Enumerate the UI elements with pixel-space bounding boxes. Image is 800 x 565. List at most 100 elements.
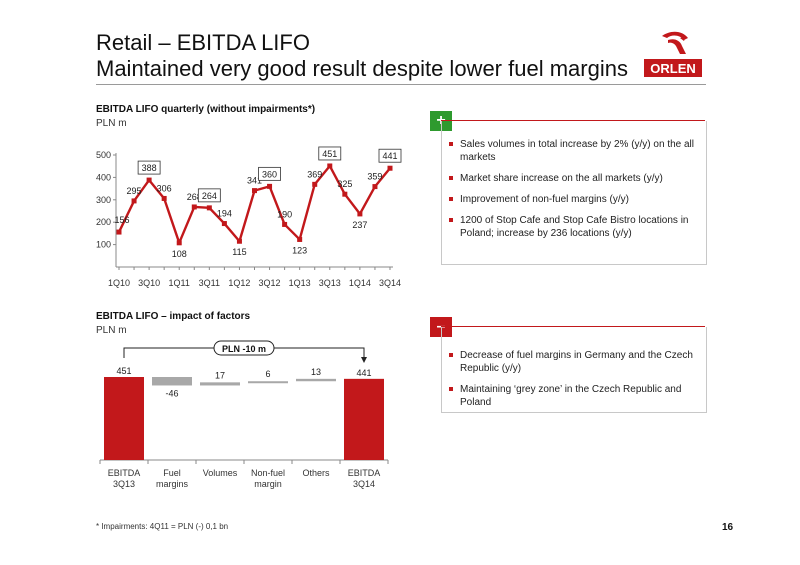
data-point bbox=[252, 188, 257, 194]
positive-panel bbox=[441, 121, 707, 265]
list-item: Improvement of non-fuel margins (y/y) bbox=[447, 193, 697, 206]
slide-title: Retail – EBITDA LIFO Maintained very goo… bbox=[96, 30, 628, 82]
data-point bbox=[176, 240, 182, 246]
category-label: Others bbox=[302, 468, 330, 478]
data-point bbox=[297, 236, 303, 242]
data-label-box bbox=[197, 188, 221, 203]
data-label: 325 bbox=[337, 179, 352, 189]
category-label: Non-fuel bbox=[251, 468, 285, 478]
positive-panel-topline bbox=[441, 120, 705, 121]
data-label: 441 bbox=[382, 151, 397, 161]
data-label: 268 bbox=[187, 192, 202, 202]
negative-panel bbox=[441, 327, 707, 413]
brand-label: ORLEN bbox=[650, 61, 696, 76]
orlen-logo: ORLEN bbox=[644, 31, 702, 77]
data-label-box bbox=[137, 160, 161, 175]
data-point bbox=[312, 181, 318, 187]
x-tick-label: 3Q10 bbox=[138, 278, 160, 288]
waterfall-chart-title: EBITDA LIFO – impact of factors bbox=[96, 311, 251, 322]
x-tick-label: 1Q13 bbox=[289, 278, 311, 288]
data-label: 451 bbox=[322, 149, 337, 159]
page-number: 16 bbox=[722, 522, 734, 533]
category-label: Volumes bbox=[203, 468, 238, 478]
category-label: 3Q13 bbox=[113, 479, 135, 489]
ebitda-quarterly-line-chart: 100 200 300 400 500 1Q10 3Q10 1Q11 3Q11 1Q12 3Q12 1… bbox=[96, 146, 402, 288]
line-chart-title: EBITDA LIFO quarterly (without impairmen… bbox=[96, 104, 316, 115]
data-label: 359 bbox=[367, 172, 382, 182]
bar-value-label: 6 bbox=[265, 369, 270, 379]
data-point bbox=[342, 191, 348, 197]
x-tick-label: 1Q12 bbox=[228, 278, 250, 288]
data-label: 190 bbox=[277, 209, 292, 219]
data-label: 237 bbox=[352, 220, 367, 230]
negative-list: Decrease of fuel margins in Germany and … bbox=[447, 349, 697, 417]
data-point bbox=[191, 204, 197, 210]
data-label: 123 bbox=[292, 245, 307, 255]
data-label: 360 bbox=[262, 169, 277, 179]
title-divider bbox=[96, 84, 706, 85]
line-chart-unit: PLN m bbox=[96, 118, 127, 129]
data-label-box bbox=[378, 148, 402, 163]
annotation-pill bbox=[213, 340, 275, 356]
bar-delta bbox=[296, 378, 336, 382]
data-point bbox=[221, 221, 227, 227]
negative-panel-topline bbox=[441, 326, 705, 327]
data-point bbox=[206, 205, 212, 211]
bar-delta bbox=[248, 381, 288, 384]
bar-delta bbox=[200, 382, 240, 386]
category-label: EBITDA bbox=[348, 468, 381, 478]
bracket-arrow-icon bbox=[361, 357, 367, 363]
list-item: Sales volumes in total increase by 2% (y… bbox=[447, 138, 697, 164]
footnote: * Impairments: 4Q11 = PLN (-) 0,1 bn bbox=[96, 522, 229, 531]
annotation-label: PLN -10 m bbox=[222, 344, 266, 354]
category-label: Fuel bbox=[163, 468, 181, 478]
data-label-box bbox=[318, 146, 342, 161]
bar-total bbox=[344, 378, 384, 460]
category-label: EBITDA bbox=[108, 468, 141, 478]
title-line-2: Maintained very good result despite lowe… bbox=[96, 56, 628, 81]
title-line-1: Retail – EBITDA LIFO bbox=[96, 30, 310, 55]
category-label: margin bbox=[254, 479, 282, 489]
data-point bbox=[267, 183, 273, 189]
x-tick-label: 1Q10 bbox=[108, 278, 130, 288]
waterfall-chart-unit: PLN m bbox=[96, 325, 127, 336]
data-point bbox=[116, 229, 122, 235]
x-tick-label: 3Q12 bbox=[259, 278, 281, 288]
data-label-box bbox=[258, 166, 281, 181]
y-tick-label: 500 bbox=[96, 150, 111, 160]
data-point bbox=[161, 195, 167, 201]
data-label: 295 bbox=[127, 186, 142, 196]
data-label: 264 bbox=[202, 191, 217, 201]
eagle-icon bbox=[662, 31, 688, 54]
data-label: 388 bbox=[142, 163, 157, 173]
y-tick-label: 200 bbox=[96, 217, 111, 227]
data-label: 115 bbox=[232, 247, 246, 257]
bar-value-label: 17 bbox=[215, 370, 225, 380]
data-point bbox=[236, 238, 242, 244]
x-tick-label: 3Q13 bbox=[319, 278, 341, 288]
list-item: Maintaining ‘grey zone’ in the Czech Rep… bbox=[447, 383, 697, 409]
category-label: 3Q14 bbox=[353, 479, 375, 489]
bar-value-label: -46 bbox=[165, 388, 178, 398]
data-label: 156 bbox=[114, 215, 129, 225]
y-tick-label: 400 bbox=[96, 172, 111, 182]
y-tick-label: 100 bbox=[96, 240, 111, 250]
list-item: Decrease of fuel margins in Germany and … bbox=[447, 349, 697, 375]
data-label: 369 bbox=[307, 169, 322, 179]
data-point bbox=[327, 163, 333, 169]
bar-value-label: 13 bbox=[311, 367, 321, 377]
positive-list: Sales volumes in total increase by 2% (y… bbox=[447, 138, 697, 248]
bar-value-label: 451 bbox=[116, 366, 131, 376]
x-tick-label: 1Q14 bbox=[349, 278, 371, 288]
x-tick-label: 3Q14 bbox=[379, 278, 401, 288]
x-tick-label: 1Q11 bbox=[169, 278, 190, 288]
data-point bbox=[372, 184, 378, 190]
list-item: 1200 of Stop Cafe and Stop Cafe Bistro l… bbox=[447, 214, 697, 240]
data-point bbox=[282, 221, 288, 227]
data-label: 108 bbox=[172, 249, 187, 259]
data-point bbox=[357, 211, 363, 217]
data-point bbox=[146, 177, 152, 183]
data-label: 341 bbox=[247, 176, 262, 186]
data-point bbox=[387, 165, 393, 171]
category-label: margins bbox=[156, 479, 189, 489]
